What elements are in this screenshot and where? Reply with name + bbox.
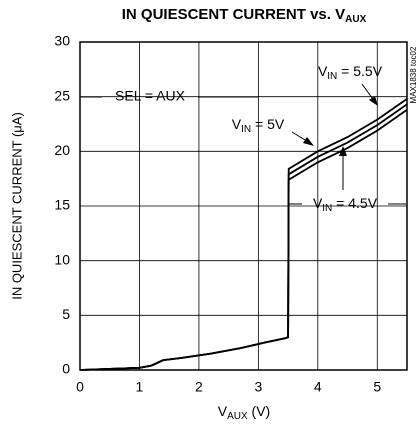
title-subscript: AUX <box>345 14 366 25</box>
annotation-subscript: IN <box>327 71 337 82</box>
series-line <box>79 98 408 371</box>
x-tick-label: 0 <box>76 379 84 395</box>
annotation-subscript: IN <box>241 124 251 135</box>
x-tick-label: 1 <box>136 379 144 395</box>
x-tick-label: 5 <box>373 379 381 395</box>
x-label-subscript: AUX <box>227 411 248 422</box>
side-note: MAX1838 toc02 <box>409 46 418 103</box>
arrowhead <box>339 146 347 156</box>
y-tick-label: 25 <box>54 87 70 103</box>
x-axis-label: VAUX (V) <box>218 403 270 422</box>
annotation-suffix: = 5V <box>251 116 285 132</box>
x-label-text: V <box>218 403 228 419</box>
x-tick-label: 4 <box>314 379 322 395</box>
annotation-text: V <box>318 63 328 79</box>
arrowhead <box>303 137 314 146</box>
annotation-suffix: = 5.5V <box>337 63 382 79</box>
arrowheads <box>303 96 378 156</box>
annotation: SEL = AUX <box>115 88 186 104</box>
annotation: VIN = 4.5V <box>313 195 378 214</box>
x-label-suffix: (V) <box>248 403 271 419</box>
y-tick-label: 0 <box>62 361 70 377</box>
annotation: VIN = 5V <box>232 116 285 135</box>
annotation-text: V <box>313 195 323 211</box>
plot-area: 0 5 10 15 20 25 30 0 1 2 3 4 5 <box>54 33 408 395</box>
series-line <box>79 109 408 371</box>
title-text: IN QUIESCENT CURRENT vs. V <box>122 6 345 23</box>
y-tick-label: 20 <box>54 142 70 158</box>
y-tick-label: 30 <box>54 33 70 49</box>
y-tick-label: 15 <box>54 197 70 213</box>
annotation-subscript: IN <box>322 203 332 214</box>
plot-frame <box>79 41 408 371</box>
annotation-suffix: = 4.5V <box>332 195 377 211</box>
y-tick-label: 10 <box>54 251 70 267</box>
y-axis-label: IN QUIESCENT CURRENT (μA) <box>9 112 24 300</box>
chart-title: IN QUIESCENT CURRENT vs. VAUX <box>122 6 367 25</box>
annotation: VIN = 5.5V <box>318 63 383 82</box>
x-tick-label: 3 <box>254 379 262 395</box>
series-line <box>79 103 408 371</box>
arrowhead <box>369 96 378 106</box>
y-tick-label: 5 <box>62 306 70 322</box>
annotation-text: V <box>232 116 242 132</box>
x-tick-label: 2 <box>195 379 203 395</box>
